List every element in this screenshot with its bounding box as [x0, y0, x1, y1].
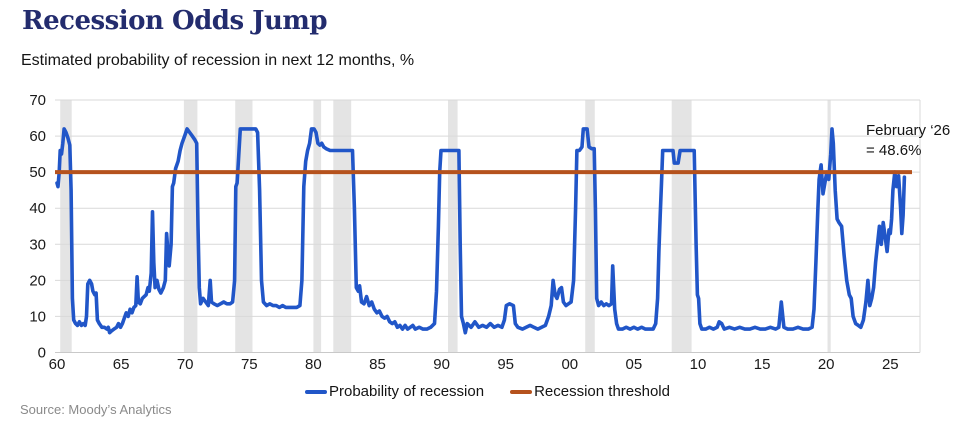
chart-subtitle: Estimated probability of recession in ne…	[21, 52, 415, 69]
x-tick-label: 85	[369, 356, 386, 373]
probability-line	[55, 127, 907, 335]
recession-band	[448, 100, 458, 353]
source-attribution: Source: Moody’s Analytics	[20, 402, 172, 417]
x-tick-label: 05	[626, 356, 643, 373]
y-tick-label: 20	[29, 272, 46, 289]
y-tick-label: 60	[29, 128, 46, 145]
legend-label-threshold: Recession threshold	[534, 383, 670, 400]
x-tick-label: 90	[433, 356, 450, 373]
annotation-date: February ‘26	[866, 122, 951, 139]
x-tick-label: 25	[882, 356, 899, 373]
y-tick-label: 40	[29, 200, 46, 217]
x-tick-label: 15	[754, 356, 771, 373]
x-tick-label: 00	[561, 356, 578, 373]
x-tick-label: 80	[305, 356, 322, 373]
legend-line-swatch-blue	[305, 389, 327, 394]
recession-band	[183, 100, 198, 353]
x-tick-label: 75	[241, 356, 258, 373]
y-tick-label: 0	[38, 345, 46, 362]
legend-line-swatch-orange	[510, 389, 533, 394]
legend-item-threshold: Recession threshold	[510, 383, 670, 400]
x-tick-label: 20	[818, 356, 835, 373]
recession-band	[585, 100, 595, 353]
annotation-value: = 48.6%	[866, 142, 922, 159]
recession-band	[671, 100, 692, 353]
chart-annotation: February ‘26 = 48.6%	[866, 121, 950, 161]
x-tick-label: 10	[690, 356, 707, 373]
x-tick-label: 95	[497, 356, 514, 373]
recession-band	[235, 100, 253, 353]
recession-band	[60, 100, 72, 353]
page-title: Recession Odds Jump	[22, 6, 328, 36]
x-tick-label: 65	[113, 356, 130, 373]
recession-band	[313, 100, 322, 353]
legend-item-probability: Probability of recession	[305, 383, 484, 400]
y-tick-label: 30	[29, 236, 46, 253]
x-tick-label: 60	[49, 356, 66, 373]
recession-band	[827, 100, 831, 353]
x-tick-label: 70	[177, 356, 194, 373]
recession-band	[333, 100, 352, 353]
y-tick-label: 10	[29, 308, 46, 325]
y-tick-label: 70	[29, 92, 46, 109]
y-tick-label: 50	[29, 164, 46, 181]
chart-legend: Probability of recession Recession thres…	[55, 383, 920, 400]
legend-label-probability: Probability of recession	[329, 383, 485, 400]
